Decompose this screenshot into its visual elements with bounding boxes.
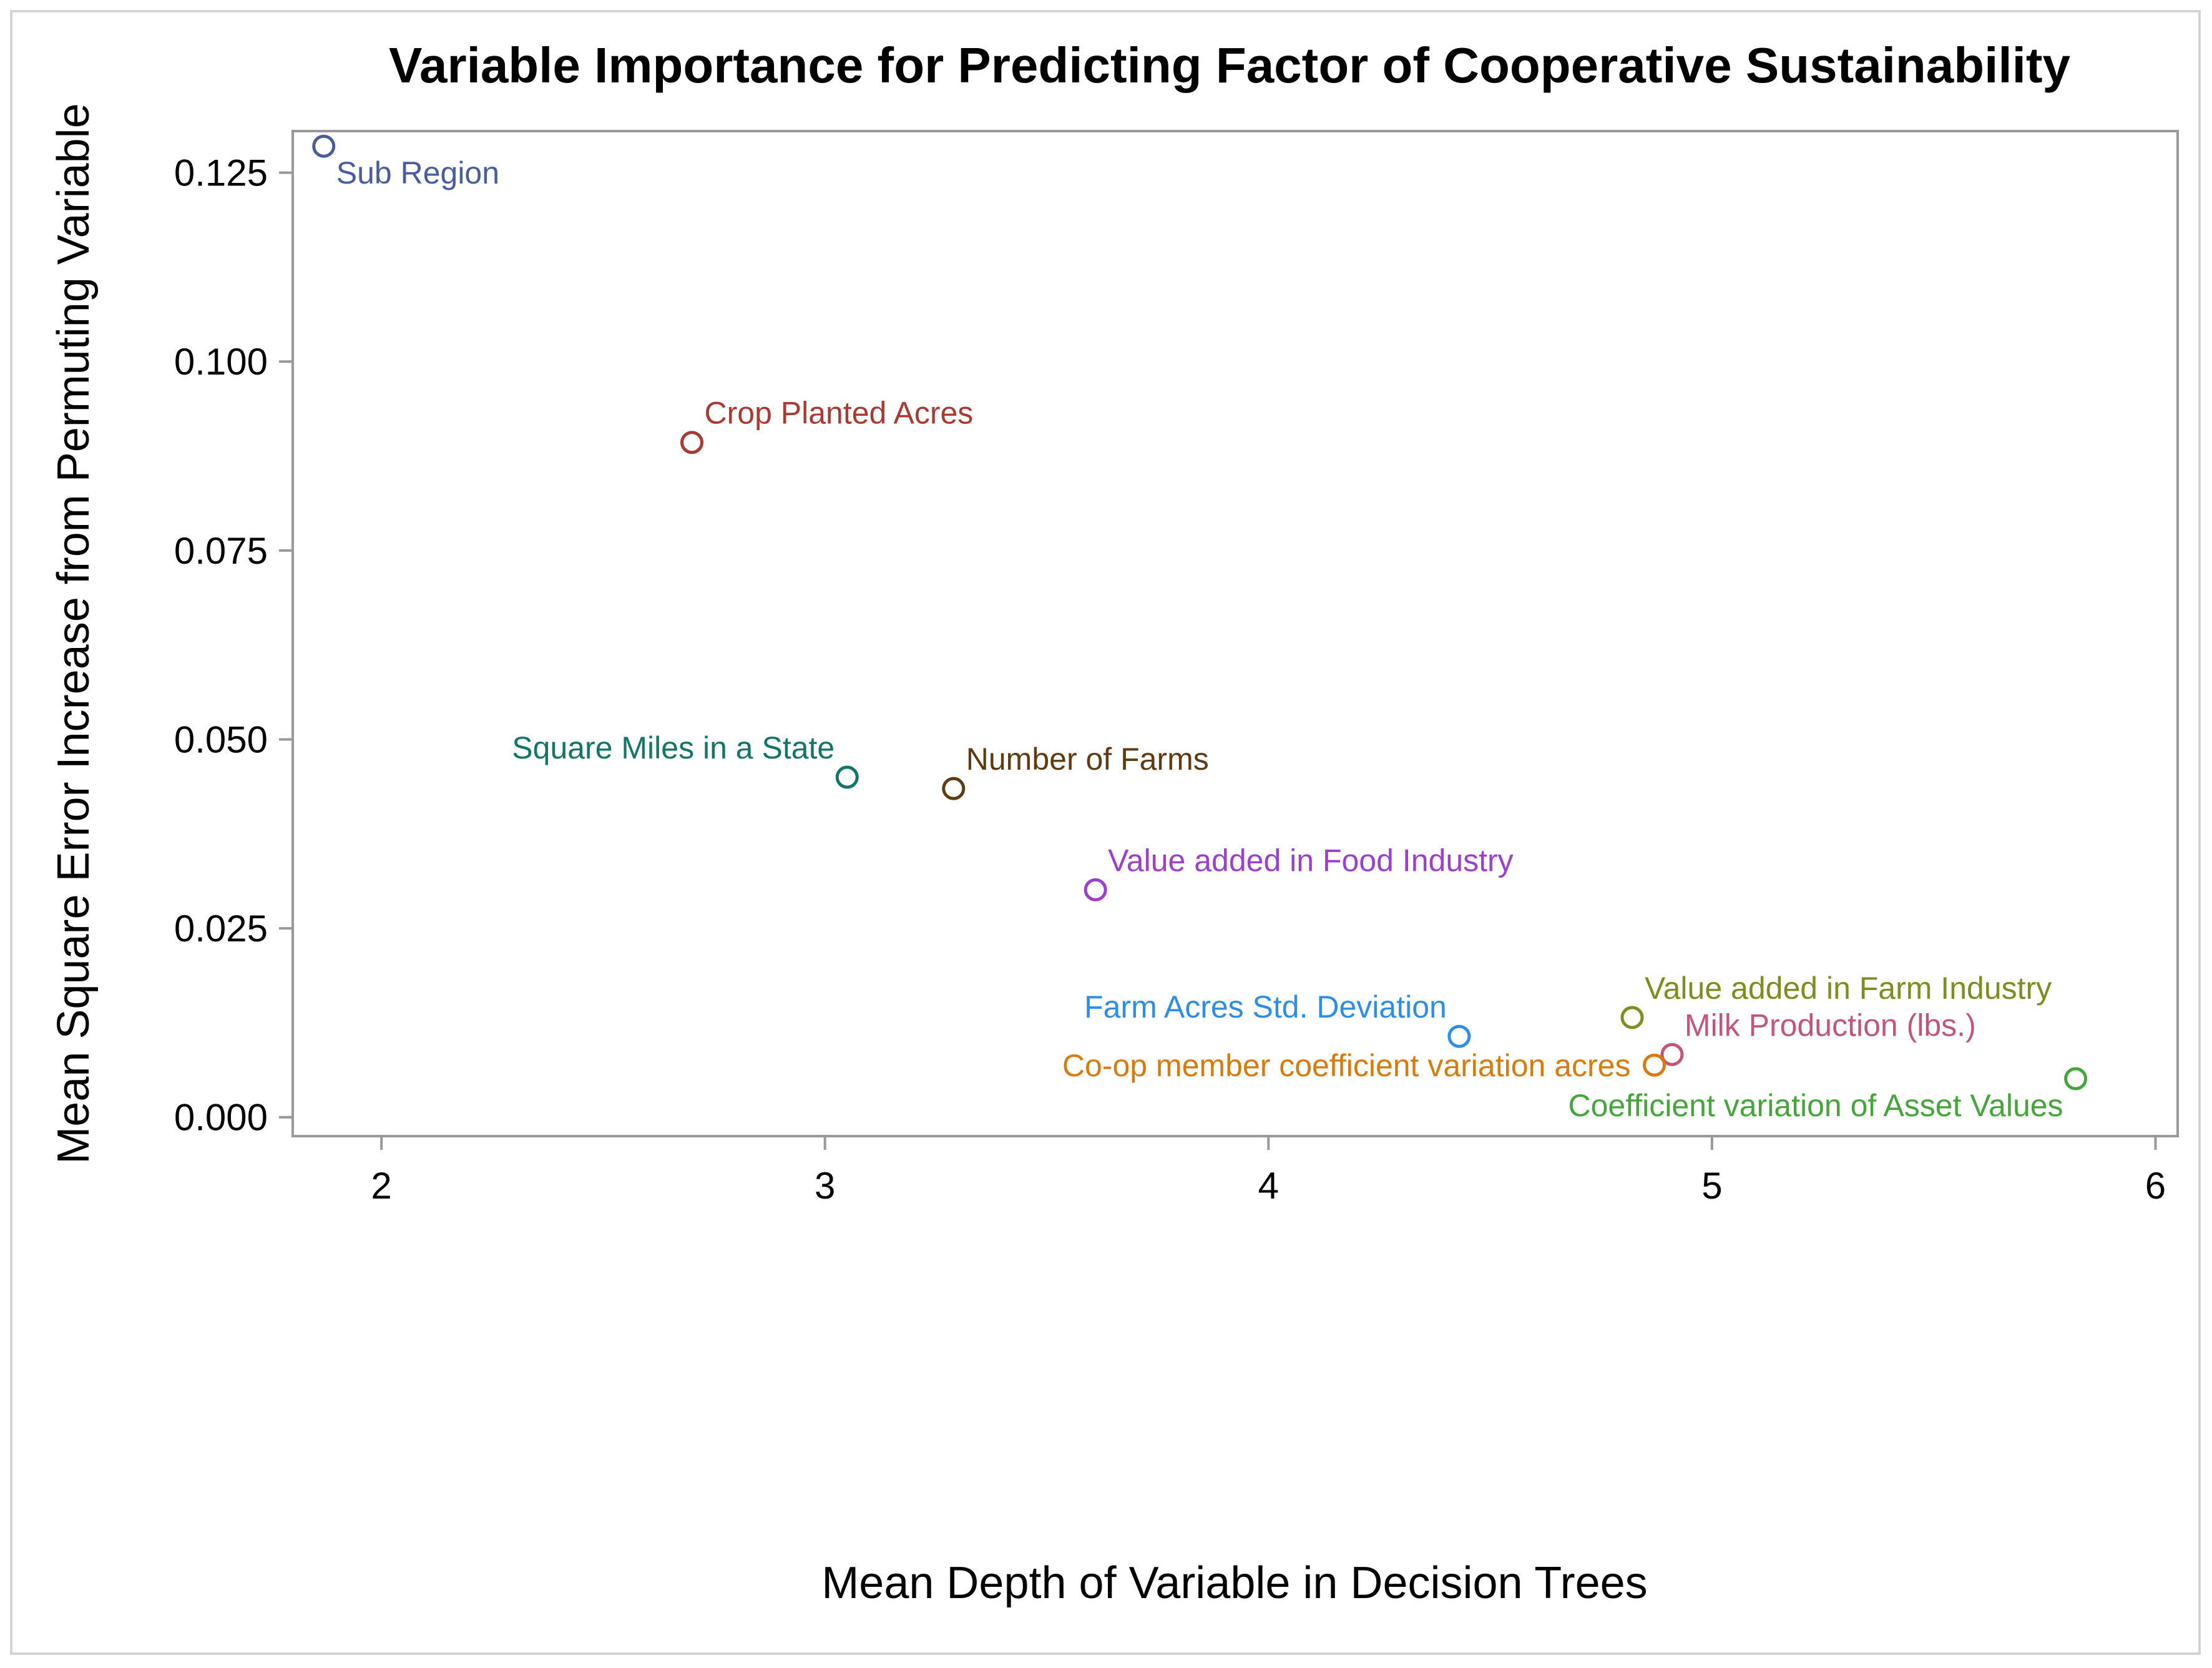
y-tick-label: 0.050 xyxy=(174,719,268,760)
x-tick-label: 6 xyxy=(2145,1165,2166,1207)
point-label: Milk Production (lbs.) xyxy=(1685,1008,1976,1042)
x-axis: 2 3 4 5 6 xyxy=(371,1136,2166,1207)
x-tick-label: 5 xyxy=(1701,1165,1722,1207)
data-point xyxy=(1660,1042,1684,1066)
data-points: Sub Region Crop Planted Acres Square Miles… xyxy=(312,134,2088,1123)
data-point xyxy=(312,134,336,158)
y-tick-label: 0.125 xyxy=(174,152,268,194)
data-point xyxy=(1620,1006,1644,1029)
data-point xyxy=(680,431,704,454)
plot-area xyxy=(291,130,2179,1137)
chart-title: Variable Importance for Predicting Facto… xyxy=(389,37,2070,93)
y-tick-label: 0.075 xyxy=(174,530,268,572)
x-tick-label: 2 xyxy=(371,1165,391,1207)
x-axis-label: Mean Depth of Variable in Decision Trees xyxy=(821,1558,1647,1608)
data-point xyxy=(942,777,966,800)
point-label: Value added in Farm Industry xyxy=(1645,971,2052,1006)
point-label: Square Miles in a State xyxy=(512,730,834,765)
y-tick-label: 0.000 xyxy=(174,1097,268,1139)
point-label: Crop Planted Acres xyxy=(705,396,974,431)
figure-frame: Variable Importance for Predicting Facto… xyxy=(10,10,2201,1655)
point-label: Co-op member coefficient variation acres xyxy=(1062,1048,1631,1083)
scatter-chart: Variable Importance for Predicting Facto… xyxy=(49,37,2179,1608)
point-label: Coefficient variation of Asset Values xyxy=(1568,1088,2063,1123)
x-tick-label: 3 xyxy=(815,1165,835,1207)
data-point xyxy=(1084,878,1107,901)
data-point xyxy=(1447,1024,1471,1048)
y-axis: 0.000 0.025 0.050 0.075 0.100 0.125 xyxy=(174,152,293,1139)
y-tick-label: 0.025 xyxy=(174,908,268,949)
y-axis-label: Mean Square Error Increase from Permutin… xyxy=(49,103,99,1164)
data-point xyxy=(835,765,859,789)
point-label: Value added in Food Industry xyxy=(1108,843,1514,878)
data-point xyxy=(1643,1053,1666,1077)
point-label: Number of Farms xyxy=(966,742,1209,777)
point-label: Sub Region xyxy=(336,155,499,190)
point-label: Farm Acres Std. Deviation xyxy=(1084,989,1447,1024)
x-tick-label: 4 xyxy=(1258,1165,1279,1207)
y-tick-label: 0.100 xyxy=(174,341,268,383)
data-point xyxy=(2064,1067,2088,1091)
